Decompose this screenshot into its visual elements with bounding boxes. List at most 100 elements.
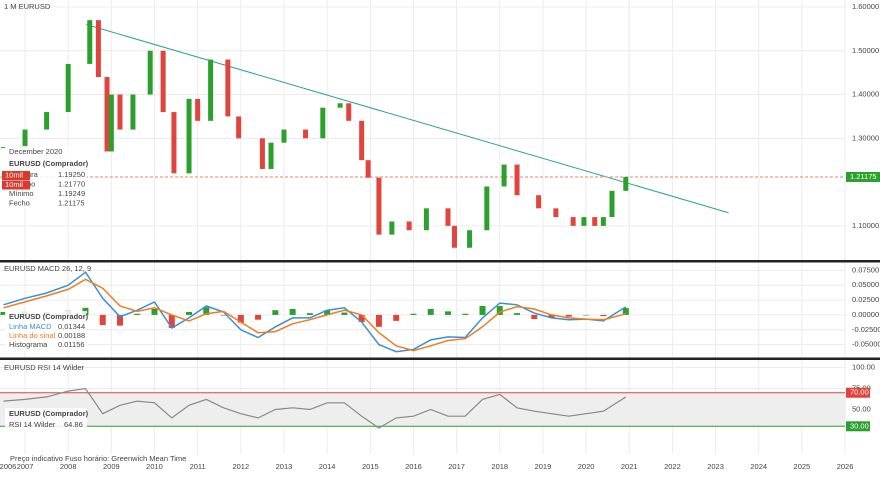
histogram-bar xyxy=(410,313,417,315)
candle xyxy=(44,112,50,130)
legend-value: 0.01156 xyxy=(58,340,85,349)
y-tick-label: 50.00 xyxy=(852,405,871,414)
x-tick-label: 2020 xyxy=(578,462,595,471)
x-tick-label: 2012 xyxy=(232,462,249,471)
macd-line xyxy=(3,278,626,352)
y-tick-label: 0.05000 xyxy=(852,280,879,289)
info-value: 1.19249 xyxy=(58,189,85,198)
x-tick-label: 2026 xyxy=(837,462,854,471)
level-label: 30.00 xyxy=(850,421,869,430)
histogram-bar xyxy=(427,308,434,315)
x-tick-label: 2009 xyxy=(103,462,120,471)
macd-title: EURUSD MACD 26, 12, 9 xyxy=(4,264,91,273)
x-tick-label: 2021 xyxy=(621,462,638,471)
x-tick-label: 2011 xyxy=(190,462,206,471)
candle xyxy=(581,217,587,226)
legend-value: 0.00188 xyxy=(58,331,85,340)
x-tick-label: 2019 xyxy=(535,462,552,471)
histogram-bar xyxy=(134,313,141,315)
order-button-label[interactable]: 10mil xyxy=(5,180,23,189)
y-tick-label: 0.00000 xyxy=(852,310,879,319)
candle xyxy=(501,164,507,187)
order-button[interactable] xyxy=(2,180,30,190)
candle xyxy=(553,208,559,218)
grid xyxy=(0,0,846,454)
candle xyxy=(337,103,343,108)
info-name: EURUSD (Comprador) xyxy=(9,159,89,168)
candle xyxy=(623,176,629,191)
info-date: December 2020 xyxy=(9,147,62,156)
candle xyxy=(303,129,309,139)
histogram-bar xyxy=(548,314,555,318)
histogram-bar xyxy=(600,314,607,317)
candle xyxy=(346,103,352,121)
order-button-label[interactable]: 10mil xyxy=(5,170,23,179)
histogram-bar xyxy=(220,314,227,316)
candle xyxy=(365,160,371,178)
histogram-bar xyxy=(375,314,382,327)
candle xyxy=(160,50,166,113)
x-tick-label: 2023 xyxy=(707,462,724,471)
histogram-bar xyxy=(444,311,451,315)
histogram-bar xyxy=(0,311,7,315)
x-tick-label: 2024 xyxy=(750,462,767,471)
x-tick-label: 2022 xyxy=(664,462,681,471)
histogram-bar xyxy=(622,308,629,315)
rsi-title: EURUSD RSI 14 Wilder xyxy=(4,363,85,372)
candle xyxy=(445,208,451,226)
x-tick-label: 2017 xyxy=(448,462,465,471)
candle xyxy=(104,77,110,152)
histogram-bar xyxy=(151,308,158,315)
x-tick-label: 2015 xyxy=(362,462,379,471)
candle xyxy=(536,195,542,209)
histogram-bar xyxy=(289,308,296,315)
candle xyxy=(195,98,201,121)
candle xyxy=(186,98,192,174)
order-button[interactable] xyxy=(2,171,30,180)
histogram-bar xyxy=(583,314,590,316)
histogram-bar xyxy=(462,313,469,315)
candle xyxy=(467,230,473,248)
candle xyxy=(65,63,71,113)
candle xyxy=(236,116,242,139)
last-price-label: 1.21175 xyxy=(850,172,877,181)
candle xyxy=(281,129,287,143)
legend-box xyxy=(5,311,87,351)
x-tick-label: 2014 xyxy=(319,462,336,471)
x-tick-label: 2008 xyxy=(60,462,77,471)
y-tick-label: 1.50000 xyxy=(852,46,879,55)
info-label: Mínimo xyxy=(9,189,34,198)
legend-title: EURUSD (Comprador) xyxy=(9,409,89,418)
candle xyxy=(600,217,606,226)
level-box xyxy=(846,421,870,432)
histogram-bar xyxy=(203,307,210,315)
candle xyxy=(225,59,231,117)
histogram-bar xyxy=(324,310,331,315)
y-tick-label: 0.07500 xyxy=(852,265,879,274)
histogram-bar xyxy=(168,314,175,328)
legend-box xyxy=(5,408,87,430)
histogram-bar xyxy=(358,314,365,323)
candle xyxy=(406,221,412,231)
candle xyxy=(514,164,520,196)
info-value: 1.21175 xyxy=(58,198,85,207)
panel-divider xyxy=(0,260,880,263)
candle xyxy=(95,20,101,78)
candle xyxy=(451,225,457,248)
histogram-bar xyxy=(255,314,262,320)
candle xyxy=(592,217,598,226)
histogram-bar xyxy=(479,306,486,315)
histogram-bar xyxy=(272,310,279,315)
y-tick-label: 100.00 xyxy=(852,363,875,372)
marks xyxy=(0,20,845,429)
candle xyxy=(423,208,429,231)
legend-name: Linha do sinal xyxy=(9,331,56,340)
histogram-bar xyxy=(496,306,503,315)
candle xyxy=(609,190,615,218)
candle xyxy=(117,94,123,130)
histogram-bar xyxy=(306,313,313,315)
x-tick-label: 2007 xyxy=(17,462,34,471)
legend-name: Histograma xyxy=(9,340,48,349)
candle xyxy=(22,129,28,148)
